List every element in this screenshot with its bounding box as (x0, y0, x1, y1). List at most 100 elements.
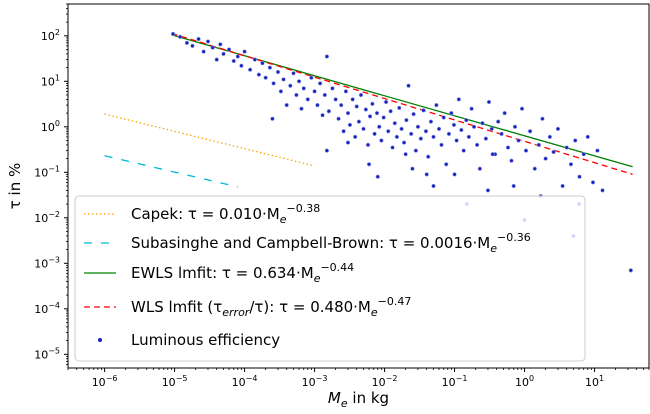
data-point (218, 42, 223, 47)
data-point (312, 89, 317, 94)
data-point (288, 83, 293, 88)
data-point (350, 97, 355, 102)
data-point (343, 89, 348, 94)
legend: Capek: τ = 0.010·Me−0.38 Subasinghe and C… (74, 195, 586, 362)
data-point (347, 122, 353, 128)
data-point (536, 142, 541, 148)
data-point (294, 92, 299, 98)
data-point (423, 129, 429, 134)
data-point (320, 113, 325, 118)
data-point (205, 39, 211, 44)
legend-swatch-4 (98, 338, 102, 342)
data-point (431, 183, 436, 189)
data-point (305, 97, 310, 102)
data-point (275, 69, 281, 75)
data-point (551, 149, 556, 155)
data-point (560, 183, 565, 189)
plot-area (104, 31, 633, 273)
data-point (242, 49, 247, 54)
data-point (543, 156, 548, 161)
data-point (585, 134, 590, 139)
data-point (318, 81, 323, 86)
data-point (184, 40, 190, 45)
x-axis-label: Me in kg (328, 389, 389, 410)
data-point (170, 31, 176, 37)
data-point (527, 129, 533, 134)
data-point (291, 71, 296, 76)
data-point (263, 75, 268, 80)
data-point (210, 45, 215, 50)
data-point (415, 124, 421, 129)
data-point (451, 122, 457, 128)
data-point (439, 142, 444, 148)
data-point (564, 145, 569, 150)
data-point (397, 105, 402, 111)
y-axis-label: τ in % (6, 163, 24, 210)
data-point (431, 134, 436, 139)
data-point (469, 106, 474, 111)
data-point (464, 118, 469, 123)
y-tick-label: 100 (41, 119, 60, 134)
data-point (333, 97, 338, 102)
data-point (271, 81, 276, 86)
data-point (404, 118, 409, 123)
data-point (235, 54, 240, 59)
data-point (424, 172, 429, 177)
data-point (315, 102, 320, 108)
data-point (477, 166, 482, 171)
data-point (485, 188, 491, 193)
data-point (480, 121, 485, 126)
data-point (489, 126, 494, 131)
data-point (490, 152, 495, 157)
data-point (326, 109, 331, 114)
data-point (519, 106, 525, 111)
legend-entry-3: WLS lmfit (τerror/τ): τ = 0.480·Me−0.47 (131, 295, 411, 319)
data-point (248, 67, 253, 72)
data-point (330, 86, 335, 91)
data-point (390, 145, 395, 150)
data-point (270, 116, 275, 121)
data-point (581, 152, 586, 157)
data-point (336, 116, 341, 121)
data-point (231, 58, 236, 64)
data-point (600, 188, 605, 193)
data-point (471, 124, 477, 129)
data-point (409, 131, 414, 136)
data-point (354, 104, 359, 109)
data-point (361, 126, 366, 131)
series-line-3 (171, 32, 633, 175)
data-point (252, 57, 257, 62)
legend-box (74, 195, 586, 362)
data-point (555, 126, 561, 131)
data-point (324, 54, 329, 59)
data-point (496, 119, 501, 124)
data-point (278, 89, 283, 94)
x-tick-label: 10−3 (302, 374, 328, 389)
data-point (370, 101, 375, 106)
legend-entry-1: Subasinghe and Campbell-Brown: τ = 0.001… (131, 231, 531, 255)
data-point (454, 138, 459, 143)
data-point (523, 148, 529, 153)
data-point (516, 138, 521, 143)
data-point (436, 126, 442, 131)
data-point (383, 99, 389, 105)
y-tick-label: 10−5 (34, 346, 60, 361)
y-tick-label: 102 (41, 28, 60, 43)
data-point (573, 138, 578, 143)
data-point (363, 107, 368, 112)
data-point (226, 47, 232, 52)
data-point (260, 61, 265, 66)
data-point (296, 79, 302, 84)
data-point (452, 172, 457, 177)
data-point (367, 114, 373, 119)
data-point (428, 119, 434, 124)
data-point (201, 49, 206, 54)
data-point (547, 134, 552, 139)
data-point (511, 183, 516, 189)
data-point (214, 57, 219, 62)
data-point (466, 134, 471, 139)
data-point (483, 136, 488, 141)
data-point (628, 268, 633, 273)
x-tick-label: 10−4 (232, 374, 258, 389)
data-point (190, 43, 195, 48)
